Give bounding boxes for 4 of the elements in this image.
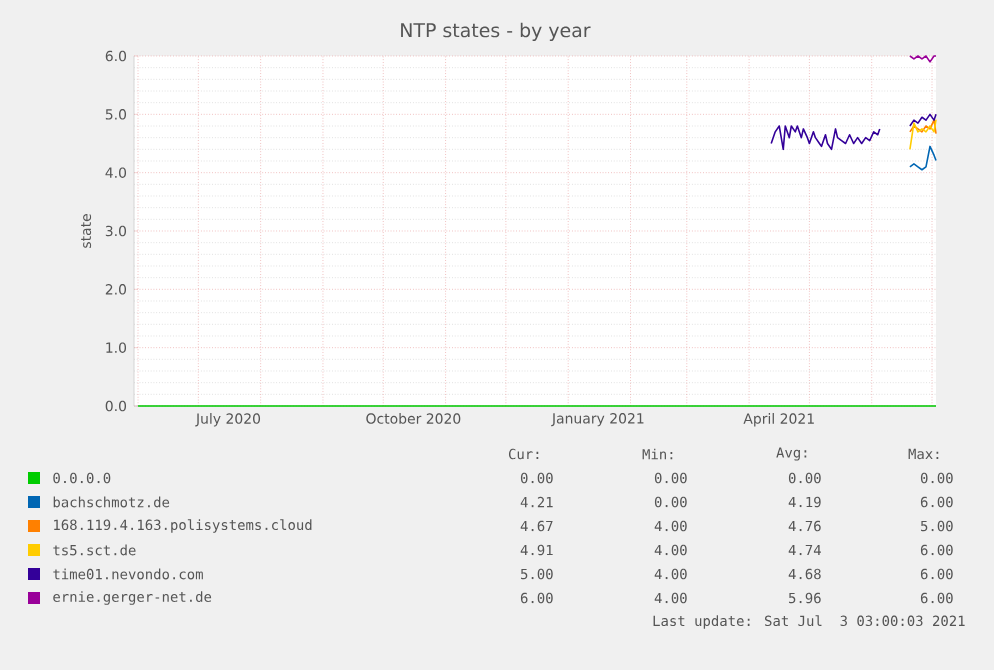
- chart-title: NTP states - by year: [401, 22, 591, 42]
- line-series: [909, 145, 937, 171]
- line-series: [909, 119, 937, 135]
- line-series: [909, 118, 937, 151]
